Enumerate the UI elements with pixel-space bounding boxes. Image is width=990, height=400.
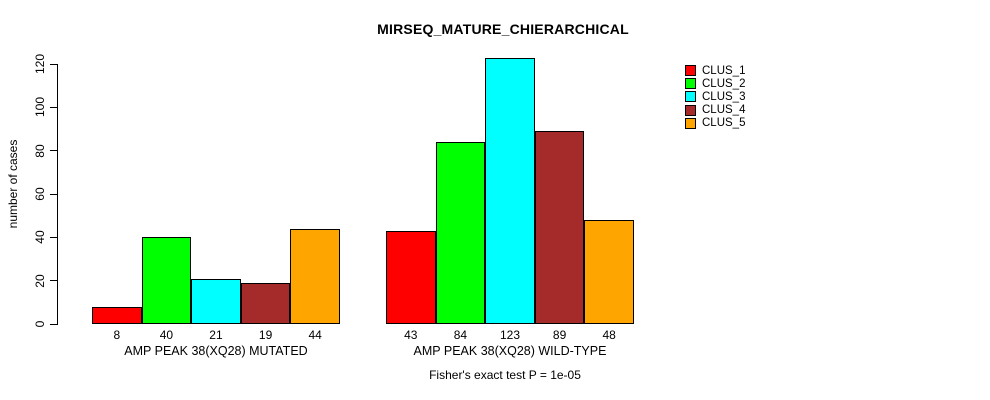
legend-label: CLUS_4 (702, 104, 746, 117)
legend-label: CLUS_3 (702, 90, 746, 103)
bar-value-label: 123 (499, 328, 520, 342)
legend-swatch (685, 65, 696, 77)
y-tick-label: 40 (33, 230, 47, 245)
bar-value-label: 43 (404, 328, 418, 342)
legend-label: CLUS_2 (702, 77, 746, 90)
legend-swatch (685, 104, 696, 116)
y-axis-line (57, 64, 58, 325)
y-tick-label: 120 (33, 53, 47, 75)
y-tick-label: 20 (33, 273, 47, 288)
legend-swatch (685, 78, 696, 90)
bar (584, 220, 634, 324)
bar-value-label: 44 (308, 328, 322, 342)
bar-value-label: 84 (453, 328, 468, 342)
bar (290, 228, 340, 324)
bar-value-label: 48 (602, 328, 616, 342)
bar (141, 237, 192, 324)
bar-value-label: 89 (552, 328, 567, 342)
y-tick (50, 323, 57, 325)
bar (435, 142, 486, 324)
y-tick (50, 280, 57, 282)
y-tick (50, 150, 57, 152)
bar (191, 278, 241, 324)
legend-item: CLUS_1 (685, 64, 745, 77)
legend-swatch (685, 91, 696, 103)
y-tick-label: 60 (33, 187, 47, 201)
y-axis-label: number of cases (6, 139, 20, 229)
bar (485, 57, 535, 324)
bar-value-label: 21 (209, 328, 223, 342)
y-tick (50, 106, 57, 108)
y-tick (50, 193, 57, 195)
y-tick (50, 236, 57, 238)
footnote: Fisher's exact test P = 1e-05 (429, 368, 581, 382)
legend-label: CLUS_1 (702, 64, 746, 77)
y-tick-label: 0 (33, 320, 47, 328)
legend-item: CLUS_5 (685, 117, 745, 130)
y-tick-label: 80 (33, 143, 47, 158)
bar (92, 306, 142, 324)
legend-item: CLUS_2 (685, 77, 745, 90)
bar (386, 230, 436, 324)
bar (240, 282, 291, 324)
legend-label: CLUS_5 (702, 117, 746, 130)
group-label: AMP PEAK 38(XQ28) MUTATED (124, 344, 308, 358)
legend-item: CLUS_4 (685, 104, 745, 117)
chart-title: MIRSEQ_MATURE_CHIERARCHICAL (377, 21, 629, 37)
legend-swatch (685, 117, 696, 129)
bar-value-label: 19 (258, 328, 273, 342)
bar-value-label: 40 (159, 328, 174, 342)
bar-value-label: 8 (113, 328, 121, 342)
y-tick (50, 63, 57, 65)
bar (534, 131, 585, 324)
group-label: AMP PEAK 38(XQ28) WILD-TYPE (413, 344, 607, 358)
y-tick-label: 100 (33, 97, 47, 118)
legend: CLUS_1 CLUS_2 CLUS_3 CLUS_4 CLUS_5 (685, 64, 745, 130)
legend-item: CLUS_3 (685, 90, 745, 103)
